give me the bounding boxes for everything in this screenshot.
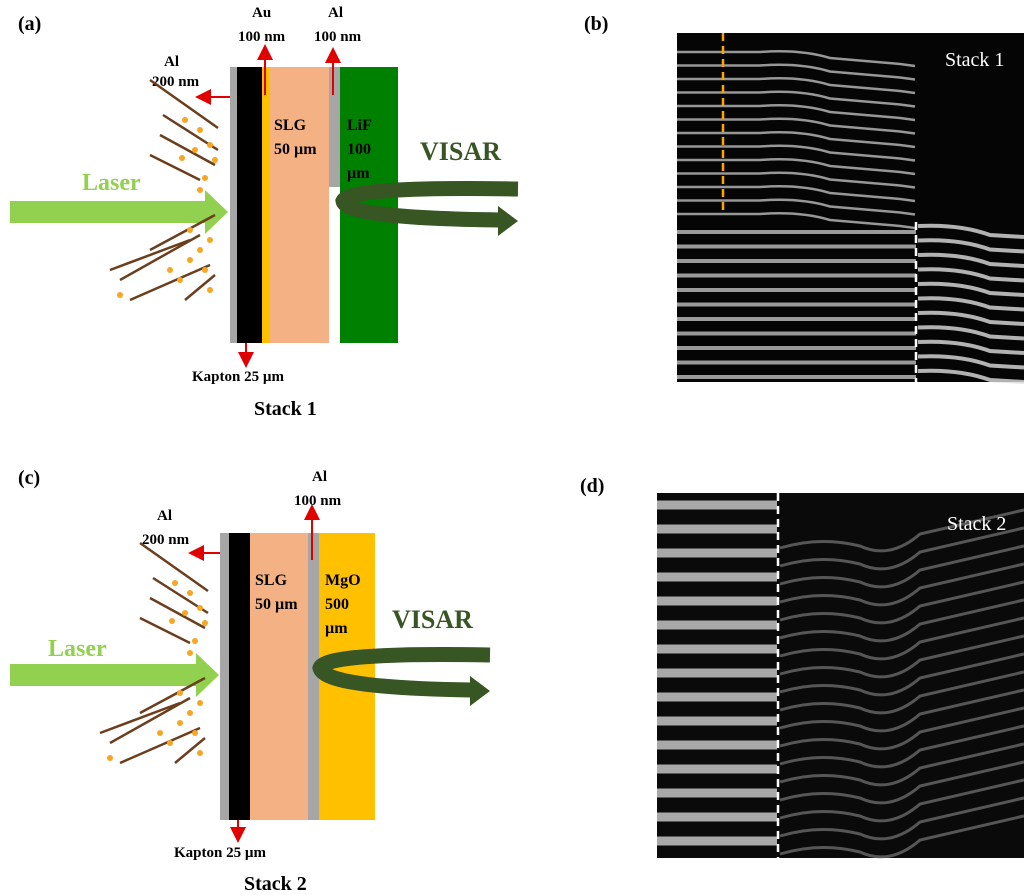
- debris-line: [100, 703, 180, 733]
- visar-arrowhead: [470, 676, 490, 706]
- layer-label: 100: [347, 141, 371, 158]
- debris-particle: [169, 618, 175, 624]
- debris-particle: [197, 187, 203, 193]
- debris-particle: [167, 267, 173, 273]
- panel-b: (b) Stack 1: [584, 13, 1024, 382]
- caption: Stack 2: [244, 873, 307, 895]
- debris-particle: [117, 292, 123, 298]
- debris-particle: [187, 257, 193, 263]
- debris-line: [110, 240, 190, 270]
- panel-label: (d): [580, 475, 604, 497]
- debris-particle: [187, 650, 193, 656]
- panel-a: (a) Au 100 nm Al 100 nm Al 200 nm SLG 50…: [10, 5, 518, 420]
- annotation: 200 nm: [142, 532, 190, 548]
- debris-particle: [197, 247, 203, 253]
- panel-label: (c): [18, 467, 40, 489]
- layer-label: 50 µm: [274, 141, 317, 158]
- panel-c: (c) Al 100 nm Al 200 nm SLG 50 µm MgO 50…: [10, 467, 490, 895]
- debris-particle: [192, 638, 198, 644]
- debris-particle: [157, 730, 163, 736]
- debris-particle: [172, 580, 178, 586]
- debris-particle: [167, 740, 173, 746]
- debris-particle: [202, 175, 208, 181]
- debris-particle: [207, 287, 213, 293]
- debris-particle: [177, 720, 183, 726]
- panel-d: (d) Stack 2: [580, 475, 1024, 858]
- al-layer: [230, 67, 237, 343]
- laser-label: Laser: [48, 636, 107, 662]
- layer-label: LiF: [347, 117, 372, 134]
- panel-label: (b): [584, 13, 608, 35]
- debris-particle: [187, 710, 193, 716]
- panel-label: (a): [18, 13, 41, 35]
- debris-particle: [202, 267, 208, 273]
- layer-label: µm: [325, 620, 348, 637]
- annotation: 100 nm: [314, 29, 362, 45]
- debris-particle: [187, 590, 193, 596]
- visar-label: VISAR: [392, 605, 473, 634]
- debris-particle: [182, 610, 188, 616]
- debris-particle: [177, 690, 183, 696]
- layer-label: 50 µm: [255, 596, 298, 613]
- al-layer: [329, 67, 340, 187]
- annotation: Al: [312, 469, 327, 485]
- annotation: Al: [157, 508, 172, 524]
- debris-line: [150, 155, 200, 180]
- debris-line: [150, 598, 205, 628]
- debris-particle: [182, 117, 188, 123]
- debris-particle: [177, 277, 183, 283]
- debris-particle: [212, 157, 218, 163]
- annotation: Al: [328, 5, 343, 21]
- annotation: Al: [164, 54, 179, 70]
- annotation: Au: [252, 5, 271, 21]
- debris-particle: [107, 755, 113, 761]
- slg-layer: [270, 67, 329, 343]
- layer-label: SLG: [255, 572, 288, 589]
- annotation: 100 nm: [238, 29, 286, 45]
- annotation: 100 nm: [294, 493, 342, 509]
- debris-line: [140, 618, 190, 643]
- au-layer: [262, 67, 270, 343]
- laser-arrow: [10, 190, 228, 234]
- layer-label: 500: [325, 596, 349, 613]
- debris-particle: [187, 227, 193, 233]
- debris-particle: [197, 700, 203, 706]
- image-title: Stack 2: [947, 513, 1006, 535]
- layer-label: MgO: [325, 572, 361, 589]
- laser-label: Laser: [82, 170, 141, 196]
- debris-particle: [179, 155, 185, 161]
- laser-arrow: [10, 653, 219, 697]
- annotation: Kapton 25 µm: [192, 369, 284, 385]
- annotation: Kapton 25 µm: [174, 845, 266, 861]
- debris-particle: [197, 605, 203, 611]
- image-title: Stack 1: [945, 49, 1004, 71]
- figure: (a) Au 100 nm Al 100 nm Al 200 nm SLG 50…: [0, 0, 1024, 895]
- visar-arrowhead: [498, 206, 518, 236]
- kapton-layer: [237, 67, 262, 343]
- caption: Stack 1: [254, 398, 317, 420]
- debris-particle: [192, 730, 198, 736]
- debris-particle: [207, 142, 213, 148]
- debris-particle: [202, 620, 208, 626]
- al-layer: [220, 533, 229, 820]
- debris-particle: [207, 237, 213, 243]
- layer-label: SLG: [274, 117, 307, 134]
- debris-particle: [197, 127, 203, 133]
- debris-particle: [197, 750, 203, 756]
- visar-label: VISAR: [420, 137, 501, 166]
- debris-particle: [192, 147, 198, 153]
- layer-label: µm: [347, 165, 370, 182]
- kapton-layer: [229, 533, 250, 820]
- debris-line: [160, 135, 215, 165]
